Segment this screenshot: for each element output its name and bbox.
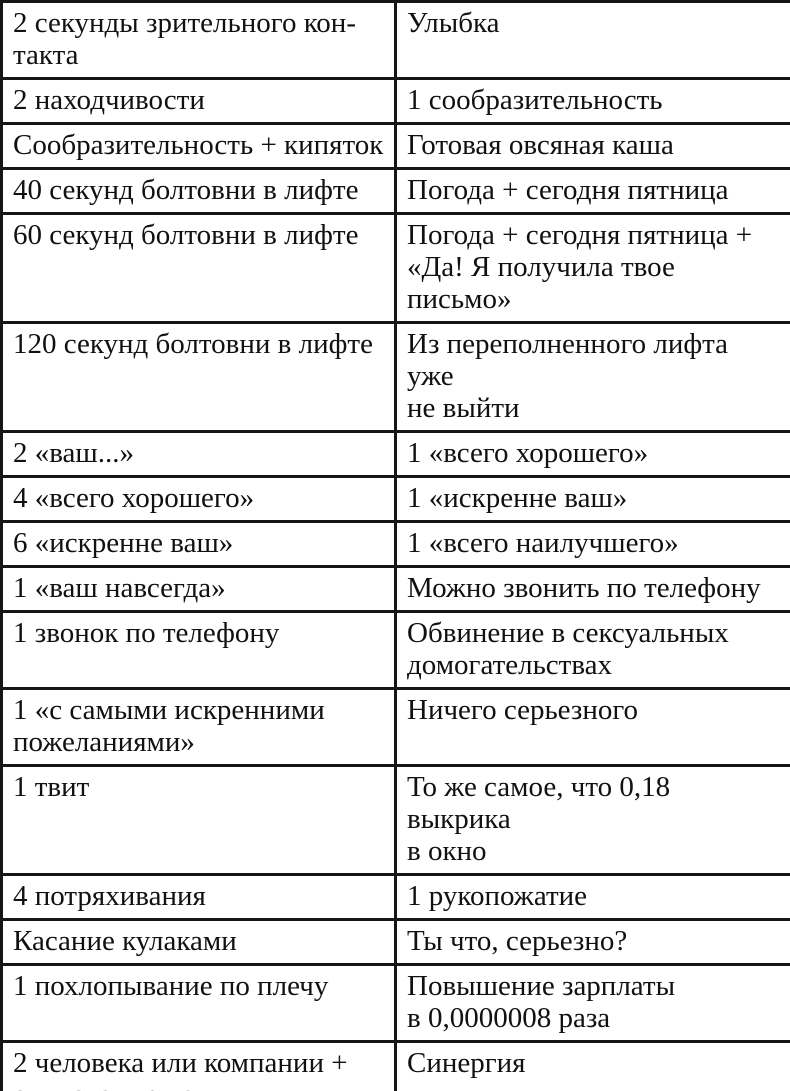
table-row: 2 находчивости 1 сообразительность bbox=[0, 77, 790, 125]
right-cell: Готовая овсяная каша bbox=[394, 122, 790, 170]
right-cell: Можно звонить по телефону bbox=[394, 565, 790, 613]
table-row: 120 секунд болтовни в лифте Из переполнен… bbox=[0, 321, 790, 433]
table-row: 1 похлопывание по плечу Повышение зарплат… bbox=[0, 963, 790, 1043]
left-cell: Касание кулаками bbox=[0, 918, 397, 966]
left-cell: Сообразительность + кипяток bbox=[0, 122, 397, 170]
right-cell: 1 «всего хорошего» bbox=[394, 430, 790, 478]
left-cell: 1 «с самыми искренними пожеланиями» bbox=[0, 687, 397, 767]
left-cell: 4 потряхивания bbox=[0, 873, 397, 921]
left-cell: 1 похлопывание по плечу bbox=[0, 963, 397, 1043]
right-cell: 1 «искренне ваш» bbox=[394, 475, 790, 523]
table-row: 60 секунд болтовни в лифте Погода + сегод… bbox=[0, 212, 790, 324]
table-row: Сообразительность + кипяток Готовая овсян… bbox=[0, 122, 790, 170]
right-cell: 1 «всего наилучшего» bbox=[394, 520, 790, 568]
table-row: 40 секунд болтовни в лифте Погода + сегод… bbox=[0, 167, 790, 215]
table-row: Касание кулаками Ты что, серьезно? bbox=[0, 918, 790, 966]
right-cell: Обвинение в сексуальных домогательствах bbox=[394, 610, 790, 690]
table-row: 4 «всего хорошего» 1 «искренне ваш» bbox=[0, 475, 790, 523]
right-cell: 1 сообразительность bbox=[394, 77, 790, 125]
table-row: 4 потряхивания 1 рукопожатие bbox=[0, 873, 790, 921]
left-cell: 1 твит bbox=[0, 764, 397, 876]
right-cell: Погода + сегодня пятница bbox=[394, 167, 790, 215]
left-cell: 6 «искренне ваш» bbox=[0, 520, 397, 568]
right-cell: Ничего серьезного bbox=[394, 687, 790, 767]
left-cell: 40 секунд болтовни в лифте bbox=[0, 167, 397, 215]
table-row: 1 твит То же самое, что 0,18 выкрика в ок… bbox=[0, 764, 790, 876]
right-cell: Ты что, серьезно? bbox=[394, 918, 790, 966]
right-cell: 1 рукопожатие bbox=[394, 873, 790, 921]
right-cell: Из переполненного лифта уже не выйти bbox=[394, 321, 790, 433]
table-row: 1 звонок по телефону Обвинение в сексуаль… bbox=[0, 610, 790, 690]
left-cell: 2 находчивости bbox=[0, 77, 397, 125]
left-cell: 120 секунд болтовни в лифте bbox=[0, 321, 397, 433]
left-cell: 1 «ваш навсегда» bbox=[0, 565, 397, 613]
left-cell: 1 звонок по телефону bbox=[0, 610, 397, 690]
left-cell: 2 человека или компании + одинаковые цел… bbox=[0, 1040, 397, 1091]
right-cell: Повышение зарплаты в 0,0000008 раза bbox=[394, 963, 790, 1043]
table-row: 6 «искренне ваш» 1 «всего наилучшего» bbox=[0, 520, 790, 568]
table-row: 2 человека или компании + одинаковые цел… bbox=[0, 1040, 790, 1091]
right-cell: Синергия bbox=[394, 1040, 790, 1091]
table-row: 1 «с самыми искренними пожеланиями» Ничег… bbox=[0, 687, 790, 767]
table-row: 1 «ваш навсегда» Можно звонить по телефон… bbox=[0, 565, 790, 613]
table-row: 2 секунды зрительного кон- такта Улыбка bbox=[0, 0, 790, 80]
left-cell: 2 секунды зрительного кон- такта bbox=[0, 0, 397, 80]
left-cell: 60 секунд болтовни в лифте bbox=[0, 212, 397, 324]
right-cell: Улыбка bbox=[394, 0, 790, 80]
table-row: 2 «ваш...» 1 «всего хорошего» bbox=[0, 430, 790, 478]
right-cell: То же самое, что 0,18 выкрика в окно bbox=[394, 764, 790, 876]
right-cell: Погода + сегодня пятница + «Да! Я получи… bbox=[394, 212, 790, 324]
left-cell: 4 «всего хорошего» bbox=[0, 475, 397, 523]
left-cell: 2 «ваш...» bbox=[0, 430, 397, 478]
